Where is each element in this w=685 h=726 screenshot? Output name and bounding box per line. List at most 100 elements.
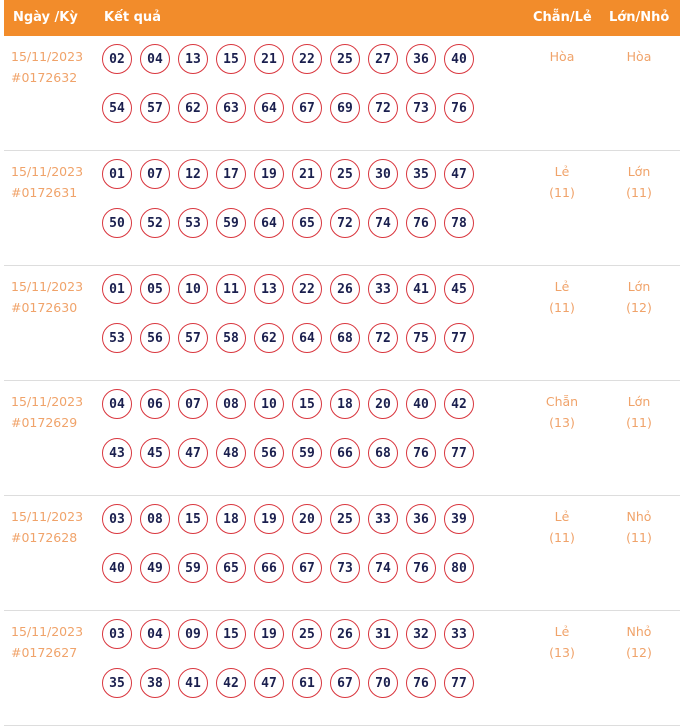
draw-id[interactable]: #0172627	[11, 645, 78, 660]
result-balls: 04 06 07 08 10 15 18 20 40 42 43 45 47 48 56 59 66 68 76 77	[102, 389, 492, 487]
even-odd-count: (11)	[549, 300, 575, 315]
number-ball: 73	[330, 553, 360, 583]
draw-info: 15/11/2023 #0172628	[11, 506, 83, 548]
number-ball: 15	[216, 619, 246, 649]
number-ball: 33	[444, 619, 474, 649]
number-ball: 25	[330, 504, 360, 534]
number-ball: 19	[254, 619, 284, 649]
number-ball: 58	[216, 323, 246, 353]
big-small-label: Lớn	[627, 164, 651, 179]
even-odd-label: Lẻ	[554, 624, 570, 639]
number-ball: 74	[368, 208, 398, 238]
number-ball: 32	[406, 619, 436, 649]
table-row: 15/11/2023 #0172629 04 06 07 08 10 15 18 20 40 42 43…	[4, 381, 680, 496]
header-even-odd: Chẵn/Lẻ	[533, 10, 592, 25]
big-small-result: Lớn (11)	[609, 161, 669, 203]
number-ball: 35	[102, 668, 132, 698]
number-ball: 33	[368, 274, 398, 304]
number-ball: 10	[178, 274, 208, 304]
number-ball: 18	[330, 389, 360, 419]
number-ball: 62	[178, 93, 208, 123]
number-ball: 25	[330, 159, 360, 189]
draw-id[interactable]: #0172631	[11, 185, 78, 200]
draw-id[interactable]: #0172628	[11, 530, 78, 545]
draw-info: 15/11/2023 #0172632	[11, 46, 83, 88]
number-ball: 76	[406, 438, 436, 468]
number-ball: 45	[140, 438, 170, 468]
number-ball: 65	[216, 553, 246, 583]
table-row: 15/11/2023 #0172631 01 07 12 17 19 21 25 30 35 47 50…	[4, 151, 680, 266]
number-ball: 30	[368, 159, 398, 189]
draw-id[interactable]: #0172629	[11, 415, 78, 430]
number-ball: 62	[254, 323, 284, 353]
draw-date: 15/11/2023	[11, 509, 84, 524]
big-small-result: Hòa	[609, 46, 669, 67]
number-ball: 40	[406, 389, 436, 419]
number-ball: 12	[178, 159, 208, 189]
number-ball: 26	[330, 619, 360, 649]
number-ball: 36	[406, 44, 436, 74]
number-ball: 36	[406, 504, 436, 534]
number-ball: 40	[444, 44, 474, 74]
draw-date: 15/11/2023	[11, 279, 84, 294]
number-ball: 20	[292, 504, 322, 534]
number-ball: 68	[330, 323, 360, 353]
number-ball: 01	[102, 274, 132, 304]
number-ball: 57	[140, 93, 170, 123]
number-ball: 63	[216, 93, 246, 123]
big-small-result: Lớn (11)	[609, 391, 669, 433]
number-ball: 76	[444, 93, 474, 123]
big-small-label: Lớn	[627, 394, 651, 409]
big-small-label: Nhỏ	[626, 624, 652, 639]
draw-id[interactable]: #0172630	[11, 300, 78, 315]
number-ball: 70	[368, 668, 398, 698]
even-odd-result: Lẻ (11)	[532, 506, 592, 548]
result-balls: 03 04 09 15 19 25 26 31 32 33 35 38 41 42 47 61 67 70 76 77	[102, 619, 492, 717]
even-odd-label: Lẻ	[554, 164, 570, 179]
even-odd-count: (13)	[549, 645, 575, 660]
number-ball: 40	[102, 553, 132, 583]
number-ball: 38	[140, 668, 170, 698]
number-ball: 53	[102, 323, 132, 353]
number-ball: 64	[292, 323, 322, 353]
draw-id[interactable]: #0172632	[11, 70, 78, 85]
number-ball: 47	[178, 438, 208, 468]
number-ball: 43	[102, 438, 132, 468]
number-ball: 76	[406, 668, 436, 698]
number-ball: 10	[254, 389, 284, 419]
draw-date: 15/11/2023	[11, 394, 84, 409]
header-result: Kết quả	[104, 10, 161, 25]
number-ball: 05	[140, 274, 170, 304]
number-ball: 59	[292, 438, 322, 468]
even-odd-count: (13)	[549, 415, 575, 430]
big-small-count: (11)	[626, 185, 652, 200]
even-odd-result: Hòa	[532, 46, 592, 67]
draw-info: 15/11/2023 #0172631	[11, 161, 83, 203]
number-ball: 07	[140, 159, 170, 189]
big-small-count: (12)	[626, 300, 652, 315]
number-ball: 67	[292, 93, 322, 123]
big-small-result: Lớn (12)	[609, 276, 669, 318]
results-table: Ngày /Kỳ Kết quả Chẵn/Lẻ Lớn/Nhỏ 15/11/2…	[4, 0, 680, 726]
draw-info: 15/11/2023 #0172629	[11, 391, 83, 433]
number-ball: 18	[216, 504, 246, 534]
number-ball: 33	[368, 504, 398, 534]
even-odd-result: Lẻ (11)	[532, 276, 592, 318]
number-ball: 47	[444, 159, 474, 189]
number-ball: 03	[102, 619, 132, 649]
number-ball: 72	[330, 208, 360, 238]
number-ball: 42	[444, 389, 474, 419]
result-balls: 01 07 12 17 19 21 25 30 35 47 50 52 53 59 64 65 72 74 76 78	[102, 159, 492, 257]
number-ball: 73	[406, 93, 436, 123]
result-balls: 01 05 10 11 13 22 26 33 41 45 53 56 57 58 62 64 68 72 75 77	[102, 274, 492, 372]
number-ball: 39	[444, 504, 474, 534]
number-ball: 08	[216, 389, 246, 419]
number-ball: 15	[178, 504, 208, 534]
number-ball: 02	[102, 44, 132, 74]
number-ball: 59	[216, 208, 246, 238]
number-ball: 77	[444, 438, 474, 468]
even-odd-label: Lẻ	[554, 509, 570, 524]
number-ball: 64	[254, 208, 284, 238]
header-big-small: Lớn/Nhỏ	[609, 10, 670, 25]
number-ball: 07	[178, 389, 208, 419]
